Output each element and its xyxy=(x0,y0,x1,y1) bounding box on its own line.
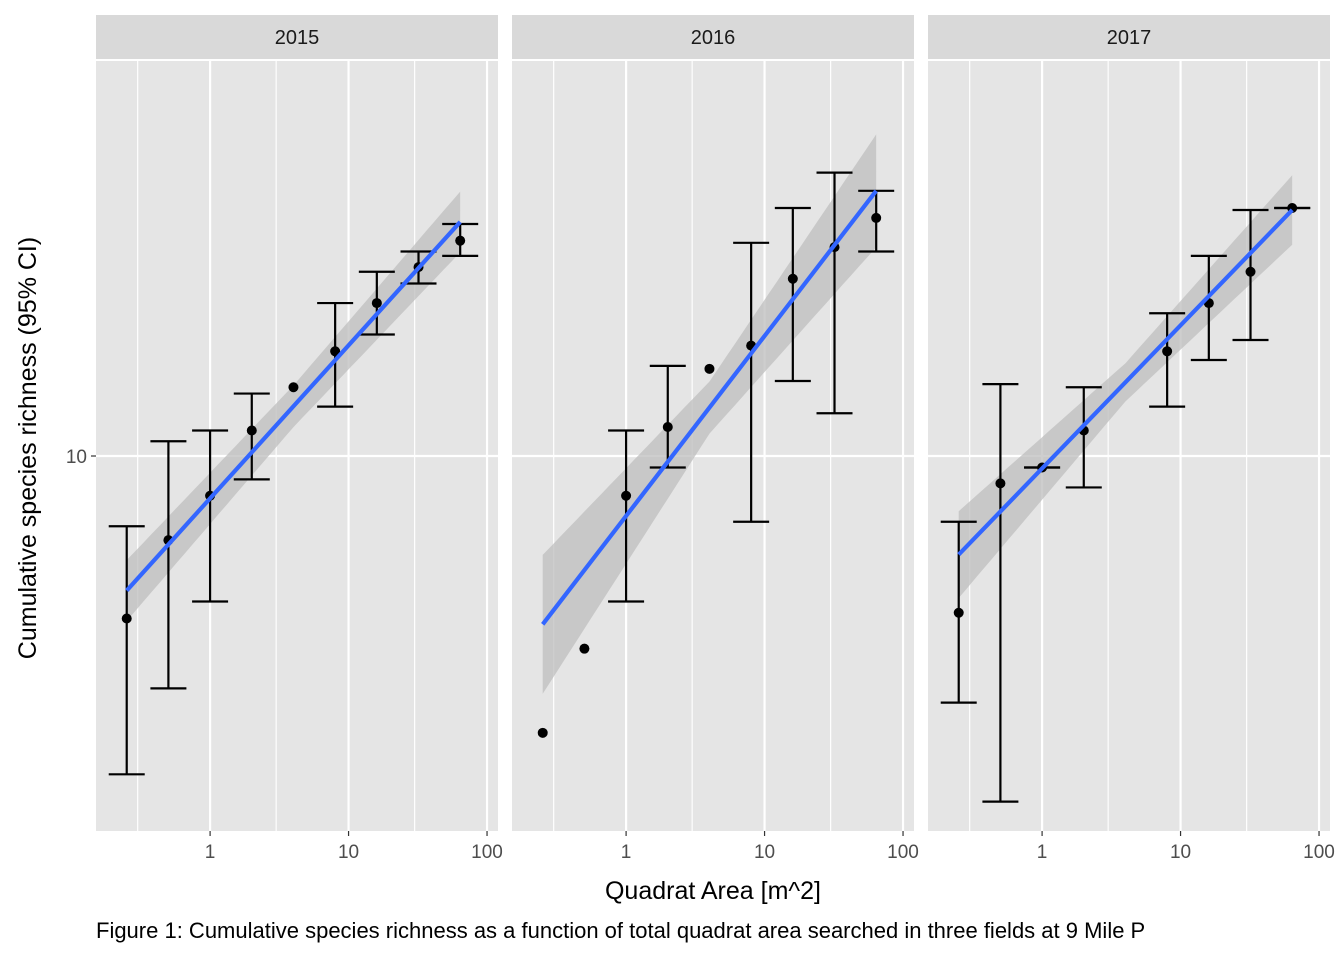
data-point xyxy=(455,235,466,246)
figure-caption: Figure 1: Cumulative species richness as… xyxy=(96,918,1146,943)
facet-strip-label: 2017 xyxy=(1107,27,1152,49)
data-point xyxy=(330,346,341,357)
fit-line xyxy=(125,220,462,592)
facet-strip xyxy=(928,15,1330,59)
y-tick-label: 10 xyxy=(66,447,87,468)
x-tick-label: 100 xyxy=(887,842,919,863)
error-bar xyxy=(774,206,811,383)
facet-strip-label: 2015 xyxy=(275,27,320,49)
error-bar xyxy=(150,440,187,690)
data-point xyxy=(621,490,632,501)
data-point xyxy=(579,643,590,654)
data-point xyxy=(704,363,715,374)
x-tick-label: 100 xyxy=(1303,842,1335,863)
x-tick-label: 1 xyxy=(205,842,216,863)
data-point xyxy=(662,421,673,432)
error-bar xyxy=(233,392,270,481)
data-point xyxy=(121,613,132,624)
error-bar xyxy=(649,364,686,469)
error-bar xyxy=(192,429,229,603)
data-point xyxy=(246,425,257,436)
facet-panel-2017: 2017 1 10 100 xyxy=(928,15,1335,863)
data-point xyxy=(787,273,798,284)
error-bar xyxy=(982,383,1019,803)
error-bar xyxy=(1149,312,1186,408)
error-bar xyxy=(1065,386,1102,489)
y-axis-title: Cumulative species richness (95% CI) xyxy=(14,237,42,659)
data-point xyxy=(288,382,299,393)
data-point xyxy=(953,607,964,618)
error-bar xyxy=(816,171,853,415)
facet-strip xyxy=(96,15,498,59)
x-tick-label: 10 xyxy=(338,842,359,863)
panels-group: 2015 1 10 100 10 2016 1 10 100 2017 1 10 100 xyxy=(66,15,1335,863)
data-point xyxy=(371,298,382,309)
facet-strip-label: 2016 xyxy=(691,27,736,49)
data-point xyxy=(537,727,548,738)
error-bar xyxy=(108,525,145,776)
x-tick-label: 10 xyxy=(1170,842,1191,863)
x-axis-title: Quadrat Area [m^2] xyxy=(605,877,821,905)
x-tick-label: 10 xyxy=(754,842,775,863)
facet-strip xyxy=(512,15,914,59)
error-bar xyxy=(733,241,770,523)
x-tick-label: 1 xyxy=(1037,842,1048,863)
x-tick-label: 1 xyxy=(621,842,632,863)
data-point xyxy=(1162,346,1173,357)
fit-line xyxy=(957,208,1294,557)
fit-line xyxy=(541,189,878,626)
data-point xyxy=(995,478,1006,489)
data-point xyxy=(871,212,882,223)
facet-panel-2016: 2016 1 10 100 xyxy=(512,15,919,863)
panel-background xyxy=(928,61,1330,831)
data-point xyxy=(1245,266,1256,277)
facet-panel-2015: 2015 1 10 100 10 xyxy=(66,15,503,863)
panel-background xyxy=(96,61,498,831)
x-tick-label: 100 xyxy=(471,842,503,863)
